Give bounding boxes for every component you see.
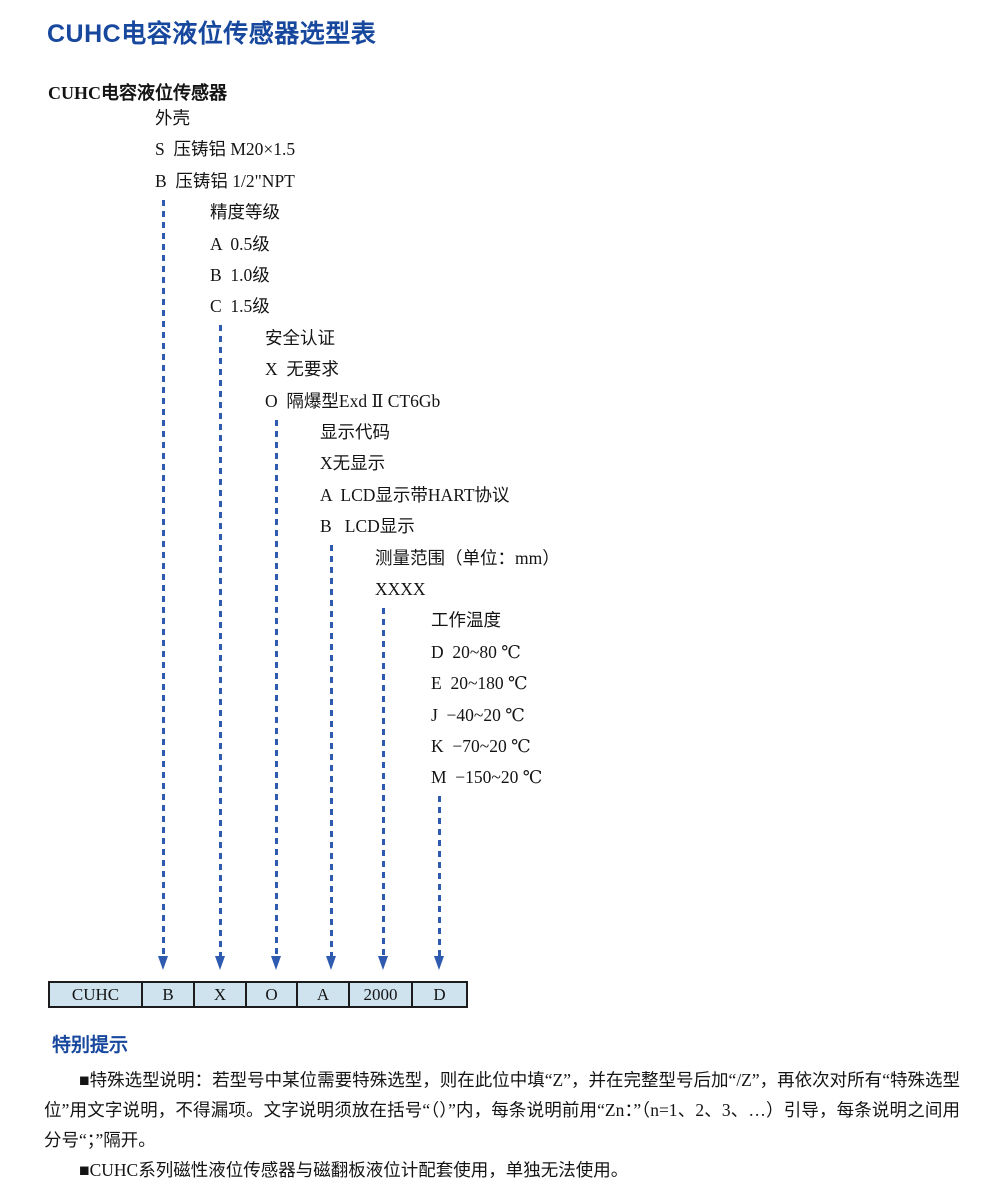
dashed-connector-line: [218, 325, 222, 956]
group-label-0: 外壳: [155, 108, 190, 128]
model-code-cell: B: [143, 983, 195, 1006]
group-label-3: 显示代码: [320, 422, 390, 442]
group-label-2: 安全认证: [265, 327, 335, 348]
dashed-connector-line: [161, 199, 165, 956]
model-code-cell: CUHC: [50, 983, 143, 1006]
dashed-connector-line: [437, 796, 441, 956]
option-item: J −40~20 ℃: [431, 704, 525, 725]
option-item: K −70~20 ℃: [431, 736, 531, 756]
option-item: O 隔爆型Exd Ⅱ CT6Gb: [265, 390, 441, 411]
option-item: X 无要求: [265, 359, 339, 380]
arrow-down-icon: [433, 956, 444, 970]
model-code-cell: A: [298, 983, 350, 1006]
option-item: D 20~80 ℃: [431, 641, 521, 662]
model-code-cell: X: [195, 983, 247, 1006]
dashed-connector-line: [329, 545, 333, 956]
option-item: B LCD显示: [320, 516, 415, 537]
note-paragraph-special-order: ■特殊选型说明：若型号中某位需要特殊选型，则在此位中填“Z”，并在完整型号后加“…: [44, 1070, 960, 1150]
model-code-table: CUHC B X O A 2000 D: [48, 981, 468, 1008]
model-code-cell: D: [433, 984, 446, 1004]
arrow-down-icon: [157, 956, 168, 970]
note-paragraph-usage: ■CUHC系列磁性液位传感器与磁翻板液位计配套使用，单独无法使用。: [79, 1160, 629, 1180]
model-code-cell: O: [247, 983, 298, 1006]
group-label-1: 精度等级: [210, 202, 280, 223]
model-root-label: CUHC电容液位传感器: [48, 83, 227, 103]
arrow-down-icon: [377, 956, 388, 970]
page-title: CUHC电容液位传感器选型表: [47, 20, 377, 48]
group-label-4: 测量范围（单位：mm）: [375, 547, 560, 568]
special-notes-section: 特别提示 ■特殊选型说明：若型号中某位需要特殊选型，则在此位中填“Z”，并在完整…: [44, 1030, 960, 1185]
option-item: XXXX: [375, 579, 426, 599]
option-item: S 压铸铝 M20×1.5: [155, 139, 296, 160]
dashed-connector-line: [381, 608, 385, 956]
option-item: A LCD显示带HART协议: [320, 484, 510, 505]
group-label-5: 工作温度: [431, 610, 501, 631]
arrow-down-icon: [325, 956, 336, 970]
option-item: B 1.0级: [210, 265, 270, 285]
notes-title: 特别提示: [52, 1035, 129, 1056]
arrow-down-icon: [214, 956, 225, 970]
model-code-cell: 2000: [350, 983, 413, 1006]
arrow-down-icon: [270, 956, 281, 970]
dashed-connector-line: [274, 419, 278, 956]
option-item: E 20~180 ℃: [431, 673, 528, 694]
option-item: C 1.5级: [210, 296, 270, 317]
option-item: M −150~20 ℃: [431, 767, 543, 788]
option-item: A 0.5级: [210, 233, 270, 254]
option-item: X无显示: [320, 453, 386, 474]
option-item: B 压铸铝 1/2"NPT: [155, 170, 295, 191]
